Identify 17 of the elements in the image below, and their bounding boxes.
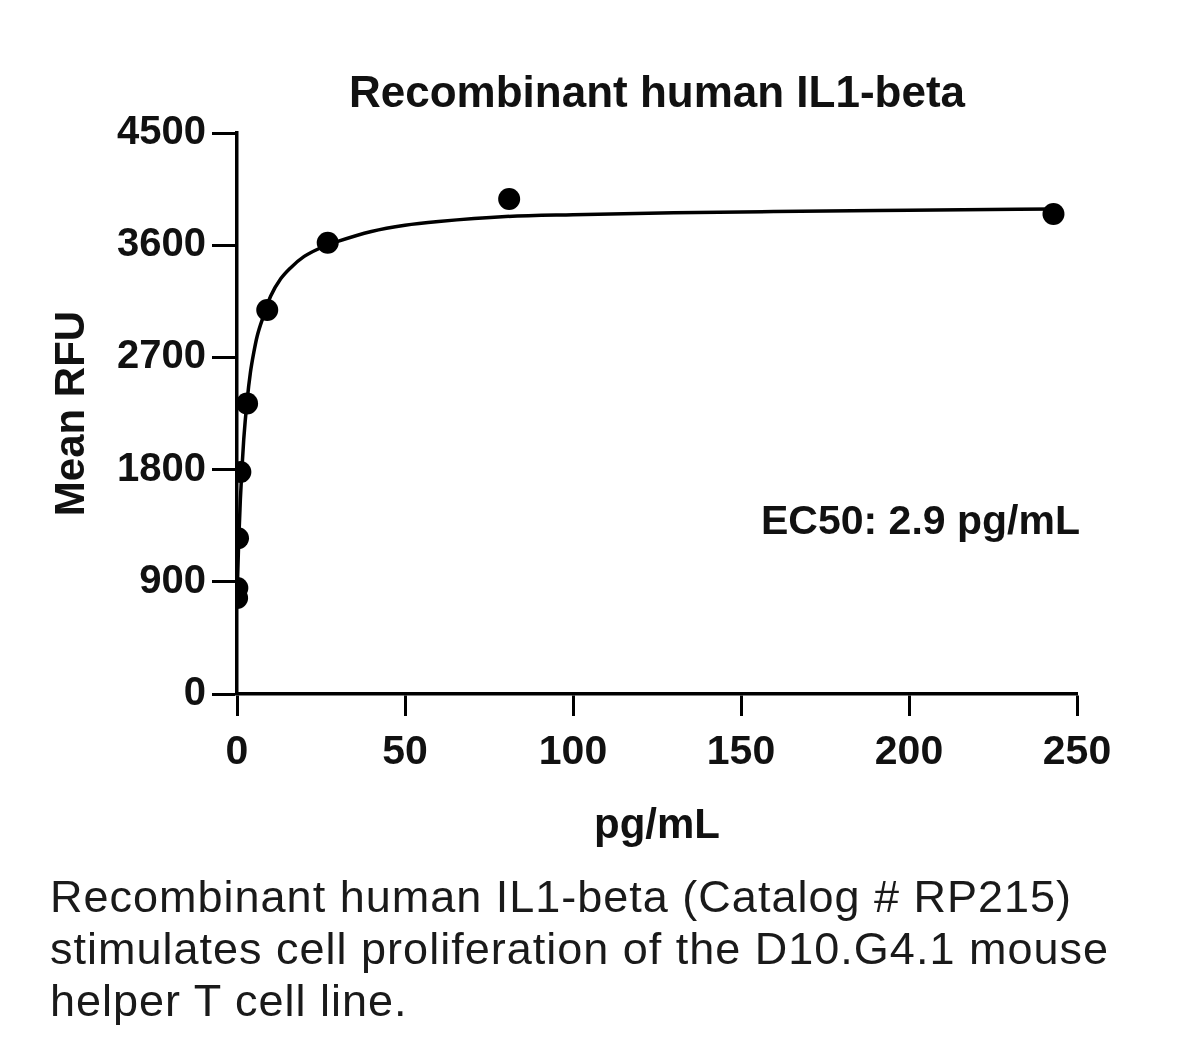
y-tick-label: 2700 bbox=[117, 332, 206, 377]
y-tick-label: 1800 bbox=[117, 444, 206, 489]
text: Recombinant human IL1-beta (Catalog # RP215) stimulates cell proliferation of the D10.G4.1 mouse helper T cell line. bbox=[50, 871, 1110, 1027]
y-tick-label: 0 bbox=[183, 669, 206, 714]
annotation: EC50: 2.9 pg/mL bbox=[761, 497, 1080, 544]
y-axis-title: Mean RFU bbox=[45, 310, 93, 517]
chart-title: Recombinant human IL1-beta bbox=[348, 67, 966, 117]
x-axis-title: pg/mL bbox=[594, 799, 720, 847]
x-tick-label: 100 bbox=[538, 726, 608, 773]
x-tick-label: 150 bbox=[706, 726, 776, 773]
y-tick-label: 3600 bbox=[117, 220, 206, 265]
x-tick-label: 250 bbox=[1042, 726, 1112, 773]
x-tick-label: 0 bbox=[225, 726, 249, 773]
x-tick-label: 50 bbox=[382, 726, 428, 773]
x-tick-label: 200 bbox=[874, 726, 944, 773]
y-tick-label: 4500 bbox=[117, 108, 206, 153]
y-tick-label: 900 bbox=[139, 556, 206, 601]
